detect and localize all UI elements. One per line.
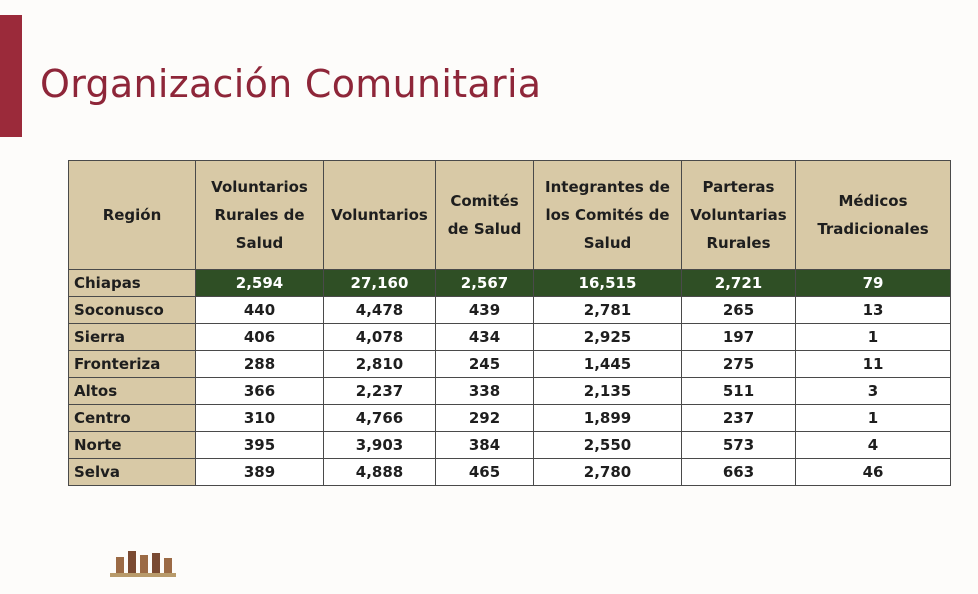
accent-bar xyxy=(0,15,22,137)
value-cell: 465 xyxy=(435,458,534,486)
region-cell: Centro xyxy=(68,404,196,432)
value-cell: 46 xyxy=(795,458,951,486)
table-row: Chiapas 2,594 27,160 2,567 16,515 2,721 79 xyxy=(68,269,951,297)
value-cell: 16,515 xyxy=(533,269,682,297)
title: Organización Comunitaria xyxy=(40,62,542,106)
value-cell: 288 xyxy=(195,350,324,378)
value-cell: 1,899 xyxy=(533,404,682,432)
value-cell: 406 xyxy=(195,323,324,351)
column-header: Integrantes de los Comités de Salud xyxy=(533,160,682,270)
value-cell: 434 xyxy=(435,323,534,351)
column-header: Parteras Voluntarias Rurales xyxy=(681,160,796,270)
value-cell: 511 xyxy=(681,377,796,405)
value-cell: 237 xyxy=(681,404,796,432)
value-cell: 338 xyxy=(435,377,534,405)
value-cell: 2,594 xyxy=(195,269,324,297)
region-cell: Sierra xyxy=(68,323,196,351)
region-cell: Norte xyxy=(68,431,196,459)
table-row: Centro 310 4,766 292 1,899 237 1 xyxy=(68,404,951,432)
value-cell: 79 xyxy=(795,269,951,297)
region-cell: Selva xyxy=(68,458,196,486)
value-cell: 275 xyxy=(681,350,796,378)
column-header: Médicos Tradicionales xyxy=(795,160,951,270)
logo-base xyxy=(110,573,176,577)
data-table: Región Voluntarios Rurales de Salud Volunt… xyxy=(68,160,951,486)
column-header: Voluntarios Rurales de Salud xyxy=(195,160,324,270)
value-cell: 440 xyxy=(195,296,324,324)
value-cell: 2,721 xyxy=(681,269,796,297)
value-cell: 1,445 xyxy=(533,350,682,378)
value-cell: 2,135 xyxy=(533,377,682,405)
header-row: Región Voluntarios Rurales de Salud Volunt… xyxy=(68,160,951,270)
region-cell: Soconusco xyxy=(68,296,196,324)
value-cell: 4 xyxy=(795,431,951,459)
value-cell: 366 xyxy=(195,377,324,405)
logo xyxy=(110,551,176,577)
region-cell: Fronteriza xyxy=(68,350,196,378)
value-cell: 395 xyxy=(195,431,324,459)
value-cell: 2,237 xyxy=(323,377,436,405)
value-cell: 573 xyxy=(681,431,796,459)
value-cell: 1 xyxy=(795,404,951,432)
value-cell: 4,766 xyxy=(323,404,436,432)
region-cell: Chiapas xyxy=(68,269,196,297)
value-cell: 197 xyxy=(681,323,796,351)
value-cell: 4,888 xyxy=(323,458,436,486)
value-cell: 389 xyxy=(195,458,324,486)
logo-figure xyxy=(152,553,160,573)
value-cell: 663 xyxy=(681,458,796,486)
table-row: Sierra 406 4,078 434 2,925 197 1 xyxy=(68,323,951,351)
table-row: Norte 395 3,903 384 2,550 573 4 xyxy=(68,431,951,459)
table-row: Selva 389 4,888 465 2,780 663 46 xyxy=(68,458,951,486)
value-cell: 1 xyxy=(795,323,951,351)
column-header: Voluntarios xyxy=(323,160,436,270)
logo-figure xyxy=(140,555,148,573)
table-body: Chiapas 2,594 27,160 2,567 16,515 2,721 79 Soco… xyxy=(68,269,951,486)
value-cell: 4,078 xyxy=(323,323,436,351)
value-cell: 27,160 xyxy=(323,269,436,297)
logo-figure xyxy=(116,557,124,573)
table-row: Altos 366 2,237 338 2,135 511 3 xyxy=(68,377,951,405)
value-cell: 3,903 xyxy=(323,431,436,459)
value-cell: 439 xyxy=(435,296,534,324)
value-cell: 11 xyxy=(795,350,951,378)
value-cell: 2,567 xyxy=(435,269,534,297)
logo-figure xyxy=(164,558,172,573)
table-row: Soconusco 440 4,478 439 2,781 265 13 xyxy=(68,296,951,324)
value-cell: 2,810 xyxy=(323,350,436,378)
value-cell: 2,780 xyxy=(533,458,682,486)
region-cell: Altos xyxy=(68,377,196,405)
table-row: Fronteriza 288 2,810 245 1,445 275 11 xyxy=(68,350,951,378)
column-header: Comités de Salud xyxy=(435,160,534,270)
value-cell: 4,478 xyxy=(323,296,436,324)
value-cell: 13 xyxy=(795,296,951,324)
value-cell: 2,550 xyxy=(533,431,682,459)
logo-figure xyxy=(128,551,136,573)
value-cell: 292 xyxy=(435,404,534,432)
value-cell: 3 xyxy=(795,377,951,405)
value-cell: 310 xyxy=(195,404,324,432)
value-cell: 2,781 xyxy=(533,296,682,324)
value-cell: 2,925 xyxy=(533,323,682,351)
value-cell: 245 xyxy=(435,350,534,378)
value-cell: 384 xyxy=(435,431,534,459)
column-header: Región xyxy=(68,160,196,270)
value-cell: 265 xyxy=(681,296,796,324)
